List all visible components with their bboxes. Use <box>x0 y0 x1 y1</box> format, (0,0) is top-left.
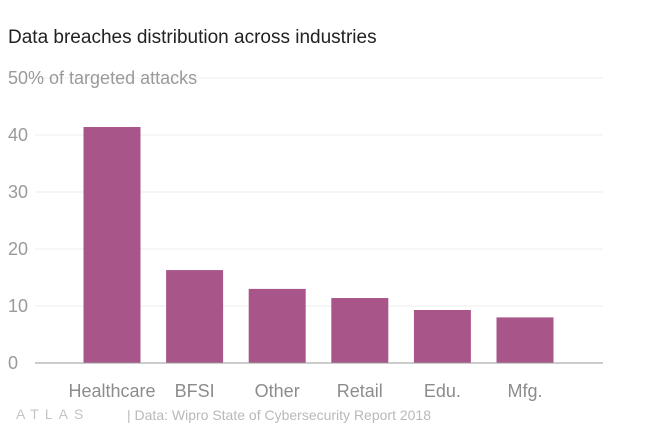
y-tick-label: 40 <box>8 125 28 145</box>
bar-bfsi <box>166 270 224 363</box>
x-tick-label: Healthcare <box>68 381 155 401</box>
x-axis-labels: Healthcare BFSI Other Retail Edu. Mfg. <box>68 381 542 401</box>
x-tick-label: Retail <box>337 381 383 401</box>
y-tick-label: 10 <box>8 296 28 316</box>
y-tick-label: 50% of targeted attacks <box>8 68 197 88</box>
x-tick-label: Other <box>255 381 300 401</box>
x-tick-label: Mfg. <box>507 381 542 401</box>
chart-title: Data breaches distribution across indust… <box>8 27 377 48</box>
y-tick-label: 20 <box>8 239 28 259</box>
bars <box>83 127 554 364</box>
y-tick-label: 30 <box>8 182 28 202</box>
y-tick-label: 0 <box>8 353 18 373</box>
bar-edu <box>413 309 471 363</box>
x-tick-label: Edu. <box>424 381 461 401</box>
x-tick-label: BFSI <box>175 381 215 401</box>
bar-retail <box>331 298 389 363</box>
bar-healthcare <box>83 127 141 364</box>
source-note: | Data: Wipro State of Cybersecurity Rep… <box>127 407 431 423</box>
bar-mfg <box>496 317 554 363</box>
atlas-logo: ATLAS <box>16 406 89 422</box>
bar-other <box>248 288 306 363</box>
y-axis-ticks: 0 10 20 30 40 50% of targeted attacks <box>8 68 197 373</box>
